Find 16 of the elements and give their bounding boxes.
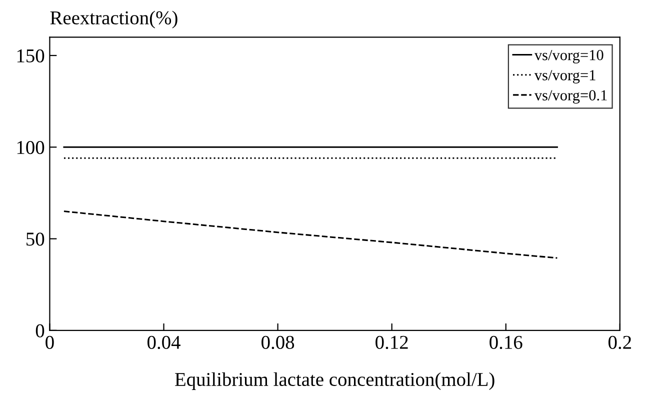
x-tick-label: 0.08 (262, 336, 294, 350)
y-tick-label: 0 (36, 324, 44, 338)
y-tick-label: 50 (26, 232, 44, 246)
y-tick-label: 150 (17, 49, 44, 62)
legend-label: vs/vorg=1 (534, 70, 596, 84)
x-tick-label: 0.04 (147, 336, 180, 350)
legend-label: vs/vorg=0.1 (534, 90, 607, 104)
x-axis-title: Equilibrium lactate concentration(mol/L) (175, 372, 494, 390)
x-tick-label: 0 (46, 336, 54, 349)
line-series (63, 210, 558, 259)
x-tick-label: 0.2 (608, 336, 631, 350)
x-tick-label: 0.16 (490, 336, 522, 350)
x-tick-label: 0.12 (376, 336, 408, 350)
legend-label: vs/vorg=10 (534, 50, 604, 64)
y-axis-title: Reextraction(%) (50, 10, 178, 28)
y-tick-label: 100 (17, 140, 44, 154)
